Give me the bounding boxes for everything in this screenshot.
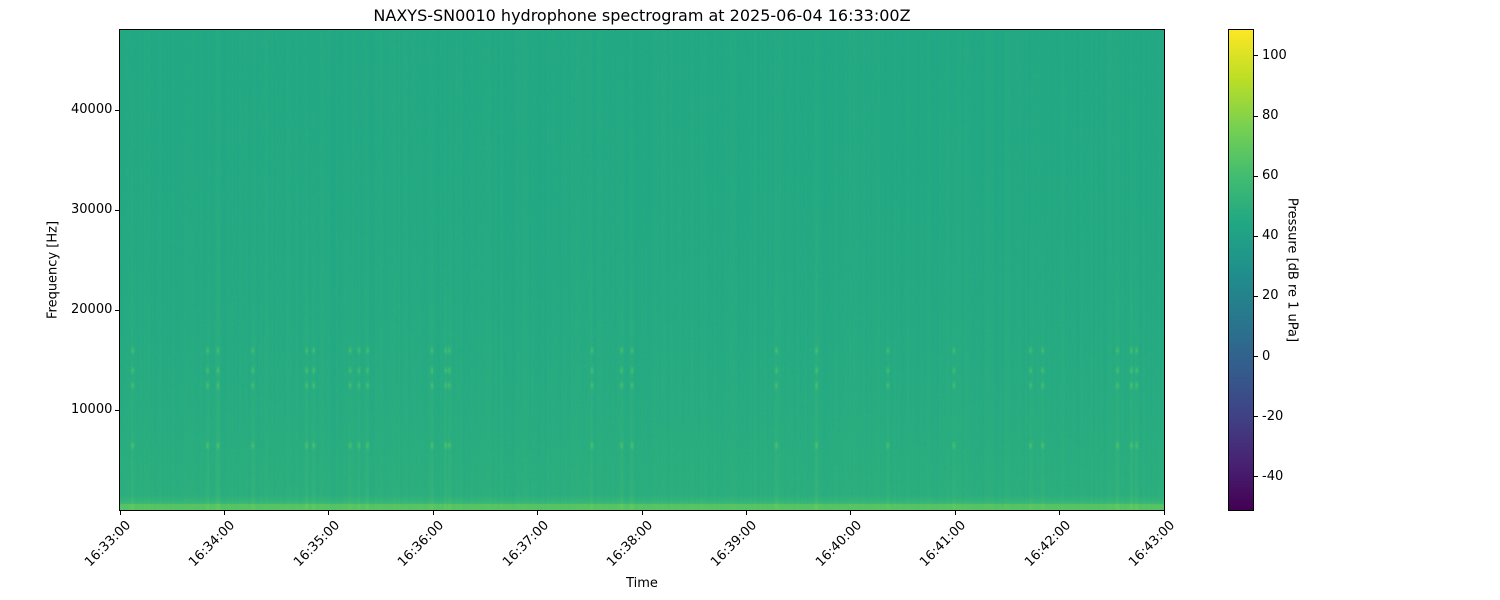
x-tick-label: 16:35:00 xyxy=(290,518,343,570)
x-tick-label: 16:36:00 xyxy=(395,518,448,570)
x-tick xyxy=(954,510,956,515)
y-tick-label: 30000 xyxy=(71,202,113,217)
colorbar xyxy=(1229,30,1253,510)
x-tick-label: 16:39:00 xyxy=(708,518,761,570)
y-tick-label: 40000 xyxy=(71,102,113,117)
x-tick xyxy=(641,510,643,515)
colorbar-tick xyxy=(1253,295,1258,297)
colorbar-tick xyxy=(1253,416,1258,418)
colorbar-tick xyxy=(1253,175,1258,177)
colorbar-tick-label: 100 xyxy=(1262,47,1287,63)
x-tick-label: 16:41:00 xyxy=(917,518,970,570)
y-tick xyxy=(115,309,120,311)
colorbar-label: Pressure [dB re 1 uPa] xyxy=(1284,197,1300,343)
chart-title: NAXYS-SN0010 hydrophone spectrogram at 2… xyxy=(373,6,911,25)
x-tick xyxy=(223,510,225,515)
colorbar-tick xyxy=(1253,235,1258,237)
colorbar-tick xyxy=(1253,55,1258,57)
colorbar-tick-label: 0 xyxy=(1262,348,1271,364)
x-tick xyxy=(537,510,539,515)
x-tick-label: 16:40:00 xyxy=(812,518,865,570)
colorbar-tick xyxy=(1253,115,1258,117)
colorbar-tick-label: 80 xyxy=(1262,108,1279,123)
x-tick xyxy=(850,510,852,515)
colorbar-tick xyxy=(1253,356,1258,358)
x-tick xyxy=(1163,510,1165,515)
y-tick-label: 20000 xyxy=(71,302,113,317)
y-tick xyxy=(115,109,120,111)
colorbar-tick-label: -40 xyxy=(1262,468,1284,484)
x-tick-label: 16:34:00 xyxy=(186,518,239,570)
colorbar-tick-label: -20 xyxy=(1262,408,1284,424)
colorbar-tick xyxy=(1253,476,1258,478)
colorbar-tick-label: 20 xyxy=(1262,288,1279,304)
y-tick xyxy=(115,209,120,211)
x-tick-label: 16:38:00 xyxy=(604,518,656,570)
y-tick-label: 10000 xyxy=(71,402,113,417)
colorbar-tick-label: 60 xyxy=(1262,168,1279,184)
x-axis-label: Time xyxy=(626,576,658,591)
x-tick-label: 16:37:00 xyxy=(499,518,552,570)
x-tick-label: 16:42:00 xyxy=(1021,518,1074,570)
x-tick xyxy=(328,510,330,515)
x-tick xyxy=(1059,510,1061,515)
x-tick xyxy=(432,510,434,515)
x-tick xyxy=(119,510,121,515)
y-tick xyxy=(115,409,120,411)
spectrogram-image xyxy=(120,30,1164,510)
x-tick-label: 16:43:00 xyxy=(1126,518,1178,570)
x-tick-label: 16:33:00 xyxy=(82,518,134,570)
y-axis-label: Frequency [Hz] xyxy=(45,220,61,320)
x-tick xyxy=(745,510,747,515)
colorbar-tick-label: 40 xyxy=(1262,228,1279,244)
